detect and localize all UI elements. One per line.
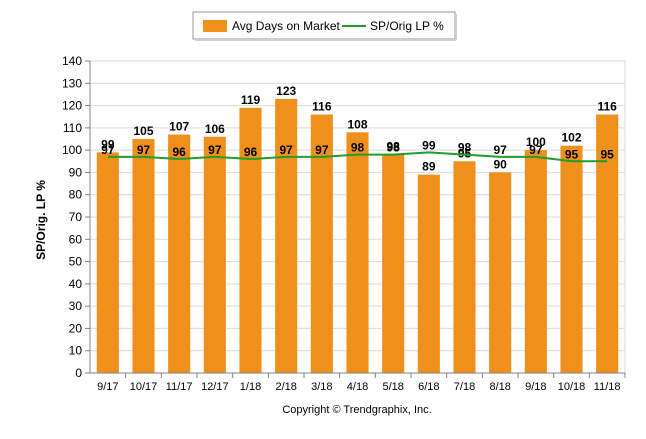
- bar-data-label: 123: [276, 84, 296, 98]
- line-data-label: 95: [565, 147, 579, 161]
- x-tick-label: 9/18: [525, 381, 546, 393]
- y-tick-label: 0: [75, 366, 82, 380]
- bar-data-label: 100: [526, 135, 546, 149]
- x-tick-label: 5/18: [382, 381, 403, 393]
- y-tick-label: 110: [63, 121, 82, 135]
- bar: [489, 172, 512, 373]
- bar-data-label: 119: [241, 93, 261, 107]
- line-path: [107, 151, 608, 163]
- line-data-label: 97: [279, 143, 293, 157]
- bar-series: 99 105 107 106 119 123 116 108 98 89 95 90 100 102 116: [96, 84, 619, 374]
- bar-data-label: 107: [169, 120, 189, 134]
- x-tick-label: 11/17: [166, 381, 193, 393]
- y-axis-title: SP/Orig. LP %: [34, 180, 48, 260]
- y-tick-label: 130: [62, 76, 82, 90]
- bar-data-label: 95: [458, 146, 472, 160]
- line-data-label: 98: [351, 141, 365, 155]
- x-tick-label: 10/17: [130, 381, 158, 393]
- x-tick-label: 4/18: [347, 381, 368, 393]
- legend-bar-swatch: [203, 20, 227, 32]
- line-data-label: 95: [600, 147, 614, 161]
- y-tick-label: 90: [69, 165, 83, 179]
- y-tick-label: 50: [69, 255, 83, 269]
- bar-data-label: 108: [347, 117, 367, 131]
- line-data-label: 97: [315, 143, 329, 157]
- y-tick-label: 20: [69, 321, 83, 335]
- x-tick-label: 11/18: [594, 381, 621, 393]
- line-data-label: 98: [458, 141, 472, 155]
- bar-data-label: 89: [422, 160, 436, 174]
- x-axis: 9/17 10/17 11/17 12/17 1/18 2/18 3/18 4/18 5/18 6…: [90, 372, 626, 393]
- bar: [524, 150, 547, 373]
- x-tick-label: 3/18: [311, 381, 332, 393]
- x-tick-label: 7/18: [454, 381, 475, 393]
- y-tick-label: 80: [69, 188, 83, 202]
- line-data-label: 97: [529, 143, 543, 157]
- legend-line-label: SP/Orig LP %: [370, 19, 444, 33]
- bar-data-label: 98: [386, 140, 400, 154]
- line-data-label: 98: [386, 141, 400, 155]
- bar: [310, 114, 333, 373]
- x-tick-label: 1/18: [240, 381, 261, 393]
- bar-data-label: 90: [493, 157, 507, 171]
- y-tick-label: 70: [69, 210, 83, 224]
- legend-box: [192, 11, 456, 40]
- bar-data-label: 106: [205, 122, 225, 136]
- bar-data-label: 105: [133, 124, 153, 138]
- line-series: 97 97 96 97 96 97 97 98 98 99 98 97 97 95 95: [101, 138, 614, 163]
- x-tick-label: 6/18: [418, 381, 439, 393]
- y-tick-label: 100: [62, 143, 82, 157]
- line-data-label: 96: [244, 145, 258, 159]
- bar-data-label: 116: [597, 99, 617, 113]
- x-tick-label: 10/18: [558, 381, 586, 393]
- bar: [453, 161, 476, 373]
- bar: [168, 134, 191, 373]
- bar: [382, 154, 405, 373]
- x-tick-label: 12/17: [201, 381, 229, 393]
- y-tick-label: 10: [69, 344, 83, 358]
- x-tick-label: 9/17: [97, 381, 118, 393]
- line-data-label: 96: [172, 145, 186, 159]
- bar-data-label: 99: [101, 137, 115, 151]
- legend: Avg Days on Market SP/Orig LP %: [192, 11, 457, 41]
- line-data-label: 97: [208, 143, 222, 157]
- y-tick-label: 140: [62, 54, 82, 68]
- legend-bar-label: Avg Days on Market: [232, 19, 340, 33]
- bar: [596, 114, 619, 373]
- y-axis: 0 10 20 30 40 50 60 70 80 90 100 110 120 130 140: [62, 54, 91, 380]
- x-tick-label: 8/18: [489, 381, 510, 393]
- bar-data-label: 102: [561, 131, 581, 145]
- bar: [96, 152, 119, 373]
- y-tick-label: 30: [69, 299, 83, 313]
- line-data-label: 97: [101, 143, 115, 157]
- bar: [346, 132, 369, 373]
- y-tick-label: 120: [62, 99, 82, 113]
- bar: [275, 98, 298, 373]
- bar-data-label: 116: [312, 99, 332, 113]
- y-tick-label: 60: [69, 232, 83, 246]
- line-data-label: 97: [493, 143, 507, 157]
- line-data-label: 97: [137, 143, 151, 157]
- bar: [132, 139, 155, 373]
- bar: [417, 174, 440, 373]
- bar: [560, 145, 583, 373]
- copyright-text: Copyright © Trendgraphix, Inc.: [282, 404, 431, 416]
- bar: [239, 107, 262, 374]
- bar: [203, 136, 226, 373]
- line-data-label: 99: [422, 138, 436, 152]
- x-tick-label: 2/18: [275, 381, 296, 393]
- y-tick-label: 40: [69, 277, 83, 291]
